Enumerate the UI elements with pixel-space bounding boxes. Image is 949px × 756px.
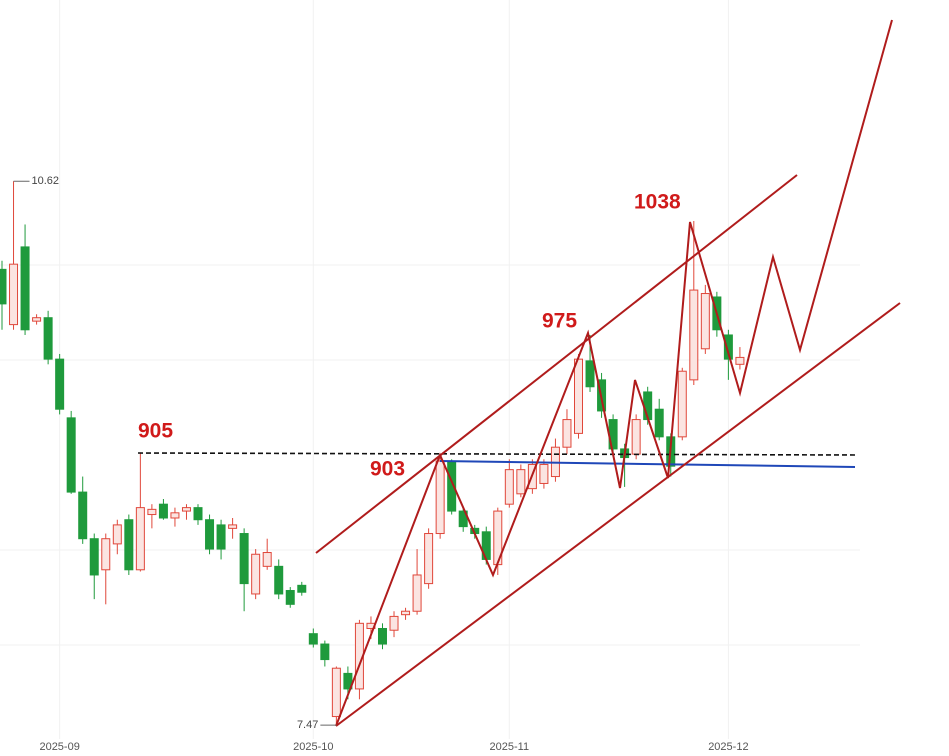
candle-body xyxy=(124,519,134,571)
candle-body xyxy=(112,524,122,545)
candle-body xyxy=(0,268,7,305)
candle-body xyxy=(689,289,699,381)
candle-body xyxy=(135,507,145,571)
labels: 2025-09 2025-10 2025-11 2025-12 10.62 7.47 905… xyxy=(13,175,749,753)
candle-body xyxy=(631,419,641,455)
candle-body xyxy=(55,358,65,410)
support-line xyxy=(439,460,856,468)
candle-body xyxy=(158,503,168,519)
x-tick-label: 2025-10 xyxy=(293,741,333,753)
candle-body xyxy=(20,246,30,331)
candle-body xyxy=(297,584,307,593)
annotation: 1038 xyxy=(634,191,681,214)
candle-body xyxy=(735,356,745,365)
candle-body xyxy=(43,317,53,360)
candle-body xyxy=(700,293,710,350)
candle-body xyxy=(216,524,226,550)
annotation: 975 xyxy=(542,310,577,333)
candle-body xyxy=(585,360,595,388)
max-label: 10.62 xyxy=(32,175,60,187)
candle-body xyxy=(412,574,422,612)
candle-body xyxy=(285,590,295,605)
candle-body xyxy=(331,667,341,718)
candle-body xyxy=(89,538,99,576)
annotation: 903 xyxy=(370,458,405,481)
candle-body xyxy=(251,553,261,595)
candle-body xyxy=(343,672,353,690)
candle-body xyxy=(516,469,526,495)
candle-body xyxy=(574,358,583,434)
candle-body xyxy=(654,408,664,438)
candle-body xyxy=(677,370,687,438)
candle-body xyxy=(9,263,19,326)
candle-body xyxy=(262,552,272,567)
x-tick-label: 2025-09 xyxy=(39,741,79,753)
candle-body xyxy=(435,460,445,535)
candle-body xyxy=(723,334,733,360)
drawings xyxy=(137,19,901,727)
candle-body xyxy=(504,469,514,505)
candle-body xyxy=(205,519,215,550)
candle-body xyxy=(228,524,238,529)
candle-body xyxy=(147,508,157,516)
wave-path xyxy=(335,19,893,727)
channel-lower xyxy=(335,302,901,727)
candle-body xyxy=(389,615,399,631)
min-label: 7.47 xyxy=(297,719,318,731)
annotation: 905 xyxy=(138,420,173,443)
candle-body xyxy=(78,491,88,540)
candle-body xyxy=(239,533,249,585)
candle-body xyxy=(181,507,191,512)
candle-body xyxy=(562,419,572,448)
candle-body xyxy=(308,633,318,645)
x-tick-label: 2025-11 xyxy=(490,741,530,753)
candle-body xyxy=(424,533,434,585)
x-tick-label: 2025-12 xyxy=(708,741,748,753)
resistance-line xyxy=(137,452,856,456)
candle-body xyxy=(66,417,76,493)
candle-body xyxy=(320,643,330,661)
candle-body xyxy=(101,538,111,571)
channel-upper xyxy=(315,174,798,554)
candle-body xyxy=(377,627,387,645)
candle-body xyxy=(193,507,203,521)
candle-body xyxy=(32,317,42,322)
candle-body xyxy=(274,565,284,595)
candle-body xyxy=(539,463,549,484)
candle-body xyxy=(170,512,180,519)
candle-body xyxy=(401,610,411,616)
